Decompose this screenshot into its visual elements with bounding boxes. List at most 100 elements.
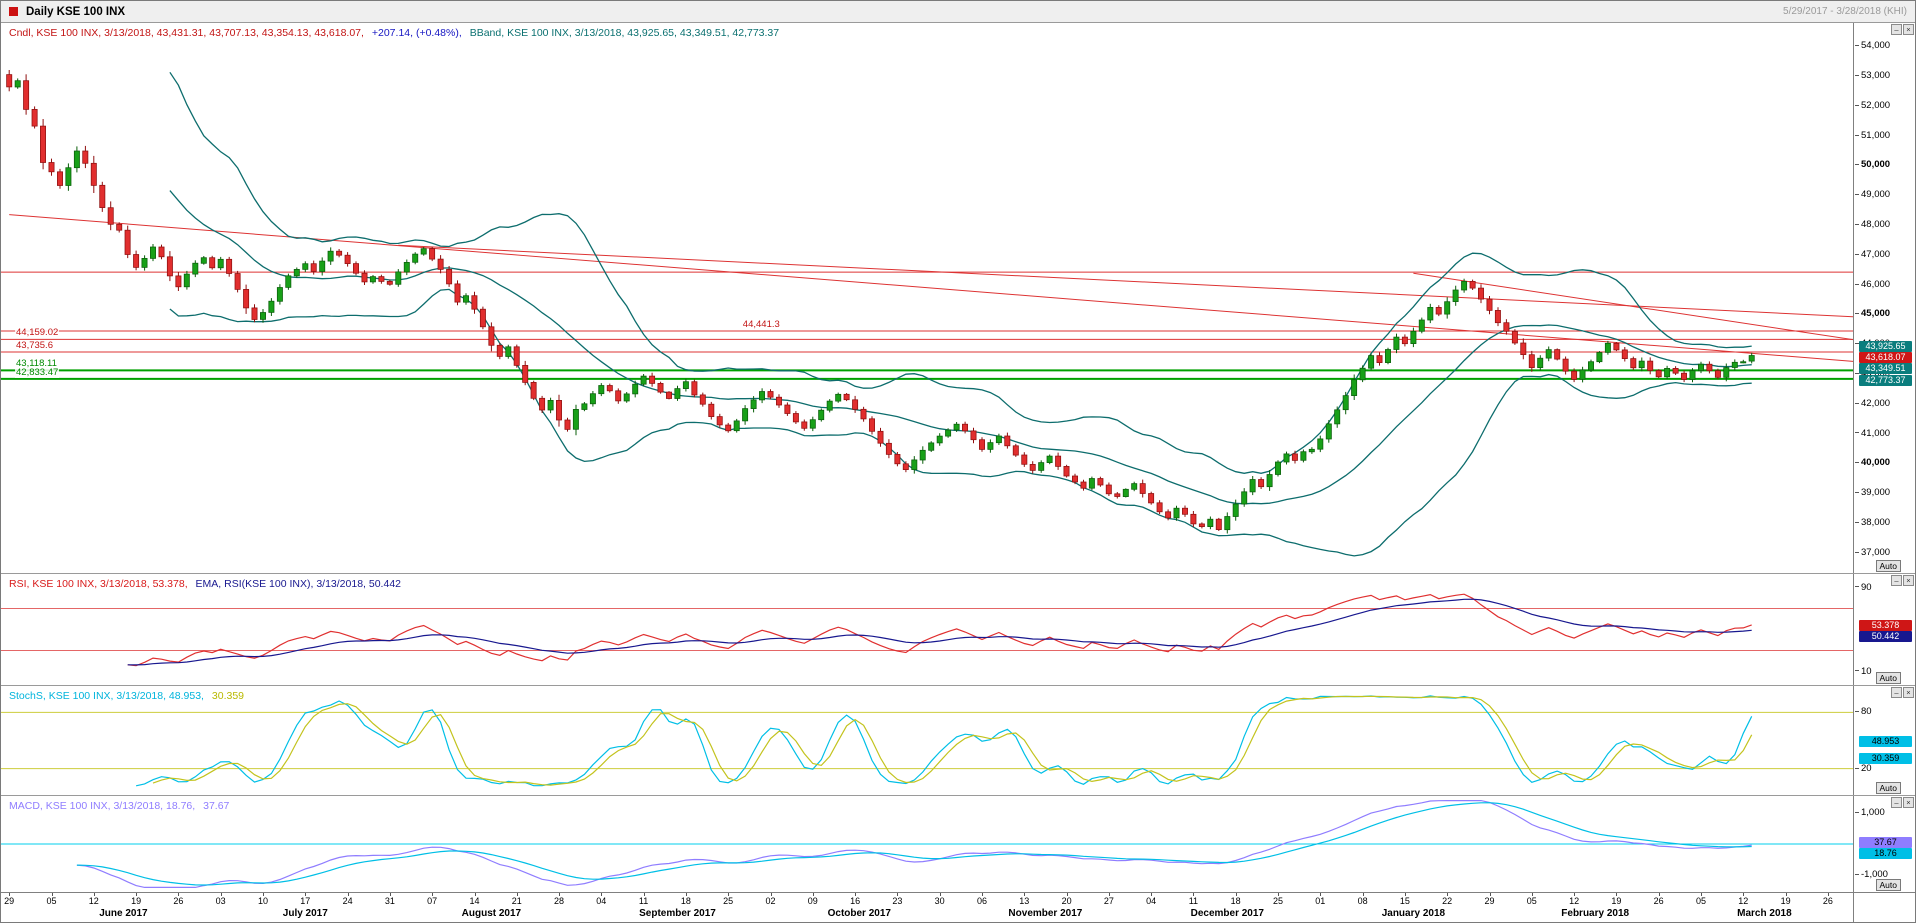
axis-tick-label: 50,000 (1855, 160, 1890, 170)
axis-tick-label: 1,000 (1855, 807, 1885, 818)
time-tick-label: 18 (680, 896, 691, 906)
panel-collapse-button[interactable]: – (1891, 687, 1902, 698)
chart-title: Daily KSE 100 INX (26, 5, 126, 18)
time-tick-mark (601, 893, 603, 896)
rsi-legend-line: RSI, KSE 100 INX, 3/13/2018, 53.378, (9, 578, 188, 590)
panel-collapse-button[interactable]: – (1891, 575, 1902, 586)
time-tick-mark (559, 893, 560, 896)
axis-tick-label: 80 (1855, 707, 1872, 717)
month-label: January 2018 (1381, 908, 1446, 919)
time-tick-mark (474, 893, 476, 896)
time-tick-label: 16 (850, 896, 861, 906)
time-tick-mark (1574, 893, 1576, 896)
level-label: 44,441.3 (741, 319, 781, 331)
time-tick-label: 26 (173, 896, 184, 906)
axis-tick-label: 48,000 (1855, 220, 1890, 230)
axis-tick-label: 39,000 (1855, 488, 1890, 498)
candles (6, 70, 1755, 534)
time-tick-mark (1024, 893, 1026, 896)
time-tick-mark (1827, 893, 1829, 896)
time-tick-label: 19 (1780, 896, 1791, 906)
time-tick-label: 11 (1188, 896, 1199, 906)
macd-plot-area[interactable]: MACD, KSE 100 INX, 3/13/2018, 18.76, 37.… (1, 796, 1853, 892)
axis-tick-label: -1,000 (1855, 870, 1888, 880)
macd-line (76, 799, 1752, 889)
time-tick-label: 10 (257, 896, 269, 906)
time-tick-label: 01 (1315, 896, 1326, 906)
macd-signal-line (76, 802, 1752, 886)
month-label: November 2017 (1008, 908, 1083, 919)
time-tick-label: 21 (511, 896, 522, 906)
time-tick-mark (1743, 893, 1745, 896)
axis-tick-label: 45,000 (1855, 309, 1890, 319)
panel-collapse-button[interactable]: – (1891, 797, 1902, 808)
panel-controls: – × (1891, 687, 1914, 698)
stochastic-plot-area[interactable]: StochS, KSE 100 INX, 3/13/2018, 48.953, … (1, 686, 1853, 795)
panel-close-button[interactable]: × (1903, 797, 1914, 808)
axis-tick-label: 20 (1855, 763, 1872, 774)
level-label: 42,833.47 (15, 366, 60, 378)
time-axis[interactable]: 29 05 12 19 26 03 10 17 24 31 07 14 21 28 04 11 18 25 02 09… (1, 892, 1915, 922)
time-tick-label: 15 (1399, 896, 1410, 906)
axis-tick-label: 42,000 (1855, 398, 1890, 409)
time-tick-mark (1235, 893, 1237, 896)
auto-scale-button-main[interactable]: Auto (1875, 560, 1901, 572)
legend-bband: BBand, KSE 100 INX, 3/13/2018, 43,925.65… (469, 27, 780, 39)
auto-scale-button-rsi[interactable]: Auto (1875, 672, 1901, 684)
time-tick-mark (1785, 893, 1787, 896)
time-tick-mark (1404, 893, 1406, 896)
auto-scale-button-macd[interactable]: Auto (1875, 879, 1901, 891)
time-tick-label: 31 (384, 896, 395, 906)
month-label: August 2017 (461, 908, 522, 919)
time-tick-label: 04 (1146, 896, 1157, 906)
macd-axis[interactable]: – × Auto 1,000 -1,000 37.67 18.76 (1853, 796, 1915, 892)
time-tick-mark (1193, 893, 1195, 896)
time-tick-mark (220, 893, 222, 896)
panel-close-button[interactable]: × (1903, 24, 1914, 35)
title-bar: Daily KSE 100 INX 5/29/2017 - 3/28/2018 … (1, 1, 1915, 23)
axis-tick-label: 51,000 (1855, 130, 1890, 141)
panel-close-button[interactable]: × (1903, 687, 1914, 698)
trend-lines (9, 214, 1853, 362)
rsi-plot-area[interactable]: RSI, KSE 100 INX, 3/13/2018, 53.378, EMA… (1, 574, 1853, 685)
time-tick-mark (1616, 893, 1618, 896)
time-tick-label: 05 (46, 896, 57, 906)
axis-tick-label: 41,000 (1855, 428, 1890, 439)
axis-tick-label: 49,000 (1855, 190, 1890, 200)
axis-tick-label: 90 (1855, 582, 1872, 593)
axis-tick-label: 53,000 (1855, 71, 1890, 81)
value-tag: 48.953 (1859, 735, 1912, 747)
time-tick-label: 09 (807, 896, 818, 906)
time-tick-mark (897, 893, 899, 896)
stoch-legend-k: StochS, KSE 100 INX, 3/13/2018, 48.953, (9, 690, 204, 702)
time-tick-mark (982, 893, 983, 896)
rsi-line (127, 593, 1752, 667)
panel-controls: – × (1891, 797, 1914, 808)
axis-tick-label: 52,000 (1855, 100, 1890, 111)
value-tag: 43,349.51 (1859, 362, 1912, 374)
panel-close-button[interactable]: × (1903, 575, 1914, 586)
auto-scale-button-stoch[interactable]: Auto (1875, 782, 1901, 794)
time-tick-label: 08 (1357, 896, 1368, 906)
price-plot-area[interactable]: Cndl, KSE 100 INX, 3/13/2018, 43,431.31,… (1, 23, 1853, 573)
time-tick-mark (728, 893, 730, 896)
rsi-axis[interactable]: – × Auto 90 10 53.378 50.442 (1853, 574, 1915, 685)
price-axis[interactable]: – × Auto 37,000 38,000 39,000 40,000 41,000 4… (1853, 23, 1915, 573)
time-tick-mark (305, 893, 307, 896)
time-tick-label: 19 (131, 896, 142, 906)
stochastic-axis[interactable]: – × Auto 80 20 48.953 30.359 (1853, 686, 1915, 795)
time-tick-label: 29 (1484, 896, 1495, 906)
axis-tick-label: 54,000 (1855, 41, 1890, 51)
rsi-panel: RSI, KSE 100 INX, 3/13/2018, 53.378, EMA… (1, 573, 1915, 685)
time-tick-label: 25 (1272, 896, 1284, 906)
panel-collapse-button[interactable]: – (1891, 24, 1902, 35)
level-label: 44,159.02 (15, 327, 60, 339)
time-tick-label: 19 (1611, 896, 1622, 906)
month-label: June 2017 (99, 908, 148, 919)
time-tick-mark (516, 893, 518, 896)
time-tick-label: 04 (596, 896, 607, 906)
time-tick-label: 23 (892, 896, 903, 906)
time-tick-mark (1658, 893, 1660, 896)
time-tick-label: 02 (765, 896, 776, 906)
